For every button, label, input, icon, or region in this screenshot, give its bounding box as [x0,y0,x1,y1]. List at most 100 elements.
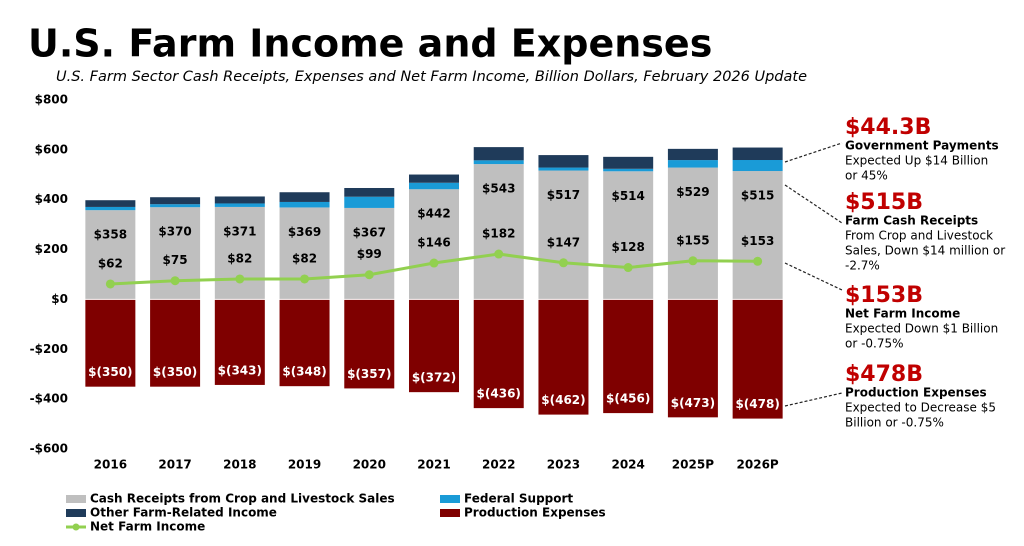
chart-subtitle: U.S. Farm Sector Cash Receipts, Expenses… [56,69,807,85]
x-tick-label: 2022 [482,458,515,472]
legend-label: Net Farm Income [90,520,205,534]
data-label: $(372) [412,371,456,385]
data-label: $155 [676,233,709,247]
y-tick-label: $0 [51,292,68,306]
line-point [364,270,374,280]
bar-segment [603,171,654,300]
bar-segment [279,299,330,387]
bar-segment [603,156,654,169]
bar-segment [85,206,136,211]
legend-label: Production Expenses [464,506,606,520]
annotation-title: Farm Cash Receipts [845,214,978,228]
data-label: $147 [547,235,580,249]
y-tick-label: $400 [35,192,68,206]
annotation-headline: $44.3B [845,115,931,140]
line-point [300,274,310,284]
data-label: $(357) [347,367,391,381]
bar-segment [279,192,330,202]
bar-segment [732,171,783,300]
bar-segment [150,299,201,387]
bar-segment [603,299,654,414]
y-tick-label: -$400 [30,392,68,406]
annotation-text: or 45% [845,169,888,183]
bar-segment [473,299,524,409]
bar-segment [603,168,654,172]
data-label: $153 [741,234,774,248]
annotation-text: Billion or -0.75% [845,416,944,430]
data-label: $517 [547,188,580,202]
y-tick-label: -$200 [30,342,68,356]
bar-segment [85,200,136,207]
data-label: $(343) [218,363,262,377]
annotation-text: Sales, Down $14 million or [845,244,1005,258]
annotation-text: Expected to Decrease $5 [845,401,996,415]
annotation-title: Production Expenses [845,386,987,400]
data-label: $514 [611,189,644,203]
legend-label: Other Farm-Related Income [90,506,277,520]
line-point [235,274,245,284]
bar-segment [409,174,459,183]
legend-swatch [440,495,460,503]
data-label: $(350) [153,365,197,379]
x-tick-label: 2016 [94,458,127,472]
bar-segment [85,299,136,387]
data-label: $146 [417,236,450,250]
x-tick-label: 2021 [417,458,450,472]
data-label: $367 [353,225,386,239]
bar-segment [473,147,524,161]
line-point [688,256,698,266]
data-label: $(478) [735,397,779,411]
x-tick-label: 2019 [288,458,321,472]
connectors [784,142,843,407]
bar-segment [732,160,783,172]
bar-segment [409,299,459,393]
bar-segment [667,299,718,418]
bar-segment [667,167,718,300]
data-label: $442 [417,207,450,221]
data-label: $515 [741,189,774,203]
data-label: $371 [223,224,256,238]
line-point [494,249,504,259]
data-label: $370 [158,225,191,239]
x-tick-label: 2024 [611,458,644,472]
legend-swatch [66,495,86,503]
data-label: $62 [98,256,123,270]
y-tick-label: $600 [35,142,68,156]
x-tick-label: 2017 [158,458,191,472]
bar-segment [214,203,265,207]
line-point [105,279,115,289]
x-tick-label: 2023 [547,458,580,472]
data-label: $82 [227,251,252,265]
y-tick-label: $200 [35,242,68,256]
data-label: $182 [482,227,515,241]
bar-segment [667,148,718,161]
data-label: $(456) [606,392,650,406]
annotation-headline: $515B [845,190,923,215]
bar-segment [409,182,459,190]
data-label: $(350) [88,365,132,379]
data-label: $529 [676,185,709,199]
legend-label: Cash Receipts from Crop and Livestock Sa… [90,492,395,506]
bar-segment [538,170,589,300]
data-label: $(462) [541,393,585,407]
connector [784,184,843,224]
data-label: $358 [94,228,127,242]
bar-segment [344,299,395,389]
legend-swatch [440,509,460,517]
line-point [558,258,568,268]
bar-segment [409,189,459,300]
bar-segment [279,201,330,208]
annotation-headline: $153B [845,283,923,308]
legend-swatch [66,509,86,517]
line-point [429,258,439,268]
annotation-text: Expected Down $1 Billion [845,322,998,336]
line-point [170,276,180,286]
line-point [623,263,633,273]
connector [784,392,843,407]
x-tick-label: 2026P [737,458,779,472]
legend-swatch [72,523,80,531]
bar-segment [214,206,265,300]
y-tick-label: -$600 [30,442,68,456]
bar-segment [538,167,589,171]
